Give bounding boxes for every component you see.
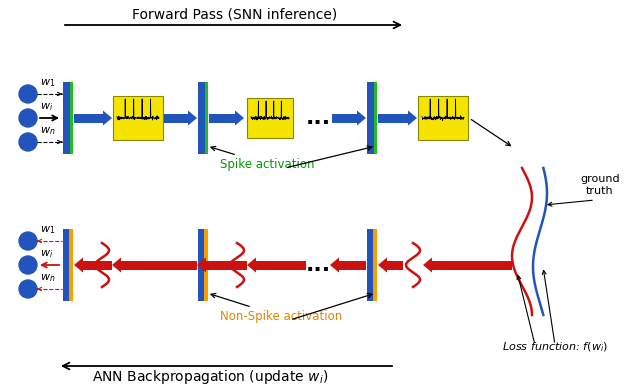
Polygon shape: [423, 258, 432, 273]
Polygon shape: [235, 110, 244, 126]
Bar: [70, 82, 73, 154]
Bar: [83, 261, 112, 270]
Bar: [378, 114, 408, 123]
Bar: [367, 229, 377, 301]
Polygon shape: [188, 110, 197, 126]
Bar: [74, 114, 103, 123]
Bar: [69, 229, 73, 301]
Bar: [164, 114, 188, 123]
Text: $w_1$: $w_1$: [40, 77, 55, 89]
Bar: [205, 82, 208, 154]
Bar: [339, 261, 366, 270]
Bar: [63, 82, 73, 154]
Bar: [204, 229, 208, 301]
Bar: [332, 114, 357, 123]
Circle shape: [19, 85, 37, 103]
Text: Forward Pass (SNN inference): Forward Pass (SNN inference): [132, 7, 338, 21]
Bar: [206, 261, 247, 270]
Polygon shape: [357, 110, 366, 126]
Bar: [374, 82, 377, 154]
Bar: [247, 98, 293, 138]
Bar: [121, 261, 197, 270]
Polygon shape: [330, 258, 339, 273]
Bar: [198, 229, 208, 301]
Circle shape: [19, 109, 37, 127]
Polygon shape: [74, 258, 83, 273]
Polygon shape: [197, 258, 206, 273]
Bar: [256, 261, 306, 270]
Bar: [367, 82, 377, 154]
Polygon shape: [378, 258, 387, 273]
Polygon shape: [408, 110, 417, 126]
Circle shape: [19, 133, 37, 151]
Text: $w_n$: $w_n$: [40, 272, 56, 284]
Bar: [209, 114, 235, 123]
Bar: [432, 261, 512, 270]
Text: $w_i$: $w_i$: [40, 101, 53, 113]
Polygon shape: [112, 258, 121, 273]
Text: $w_1$: $w_1$: [40, 224, 55, 236]
Circle shape: [19, 232, 37, 250]
Text: Loss function: $f(w_i)$: Loss function: $f(w_i)$: [502, 340, 608, 354]
Polygon shape: [247, 258, 256, 273]
Circle shape: [19, 256, 37, 274]
Bar: [198, 82, 208, 154]
Bar: [373, 229, 377, 301]
Text: ...: ...: [305, 255, 331, 275]
Bar: [63, 229, 73, 301]
Polygon shape: [103, 110, 112, 126]
Text: Non-Spike activation: Non-Spike activation: [211, 293, 342, 323]
Bar: [113, 96, 163, 140]
Circle shape: [19, 280, 37, 298]
Bar: [418, 96, 468, 140]
Text: $w_n$: $w_n$: [40, 125, 56, 137]
Text: ground
truth: ground truth: [580, 174, 620, 196]
Text: ANN Backpropagation (update $w_i$): ANN Backpropagation (update $w_i$): [92, 368, 328, 386]
Text: $w_i$: $w_i$: [40, 248, 53, 260]
Bar: [387, 261, 403, 270]
Text: Spike activation: Spike activation: [211, 146, 314, 171]
Text: ...: ...: [305, 108, 331, 128]
